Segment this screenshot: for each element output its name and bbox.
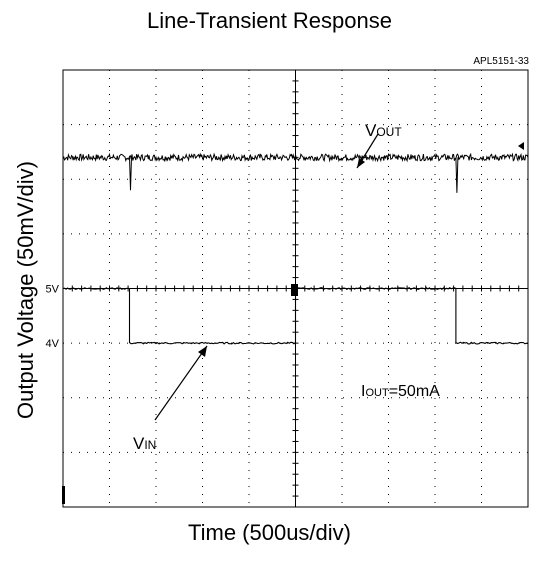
chart-title: Line-Transient Response (147, 8, 392, 33)
level-labels: 5V 4V (46, 284, 60, 351)
trigger-marker-icon (518, 142, 524, 150)
iout-label: IOUT=50mA (361, 383, 440, 400)
x-axis-label: Time (500us/div) (187, 520, 351, 545)
level-label-5v: 5V (46, 284, 60, 296)
level-label-4v: 4V (46, 338, 60, 350)
vin-arrow (154, 345, 208, 421)
vout-trace (62, 138, 529, 193)
vout-arrowhead (357, 158, 365, 168)
vin-label: VIN (133, 434, 156, 453)
vin-arrowhead (198, 346, 207, 357)
trigger-point-icon (291, 284, 298, 296)
vin-trace (62, 286, 529, 345)
vout-label: VOUT (365, 121, 402, 140)
ground-marker-icon (62, 486, 65, 504)
figure-id: APL5151-33 (473, 56, 529, 67)
